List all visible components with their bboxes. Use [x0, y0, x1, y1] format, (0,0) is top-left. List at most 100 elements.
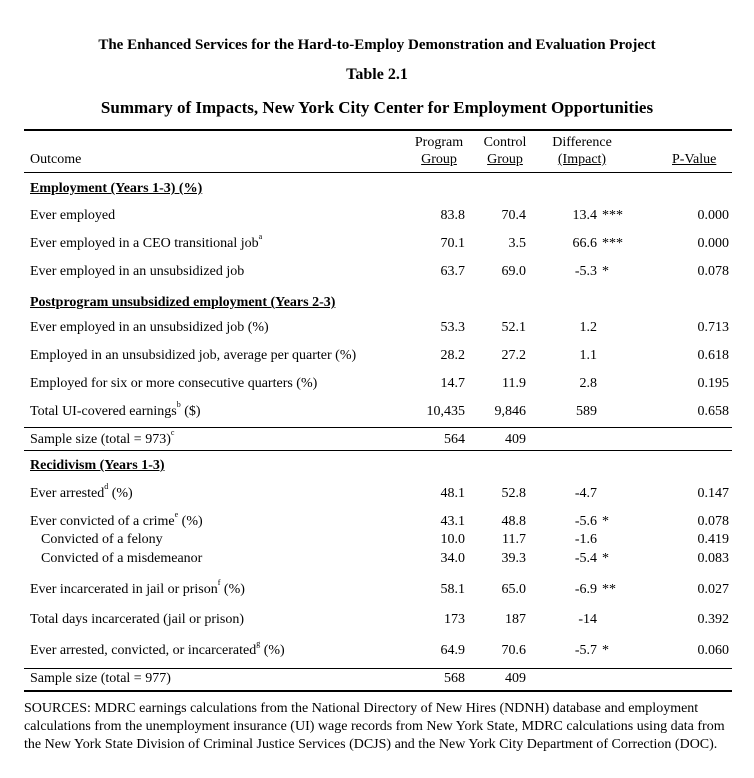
footnote-marker: f [217, 578, 221, 587]
row-label: Ever arrested, convicted, or incarcerate… [30, 639, 285, 658]
program-value: 564 [444, 432, 465, 447]
table-number: Table 2.1 [346, 66, 408, 83]
control-value: 69.0 [501, 264, 527, 279]
difference-value: 1.2 [579, 320, 598, 335]
footnote-marker: e [174, 510, 179, 519]
control-group-header: Control Group [483, 135, 527, 167]
table-title: Summary of Impacts, New York City Center… [100, 98, 654, 117]
control-value: 65.0 [501, 582, 527, 597]
project-title: The Enhanced Services for the Hard-to-Em… [98, 37, 656, 53]
difference-value: -5.3 [574, 264, 597, 279]
p-value: 0.060 [697, 643, 730, 658]
table-row: Ever employed in an unsubsidized job (%)… [0, 317, 754, 339]
significance-stars: *** [602, 236, 623, 251]
table-row: Sample size (total = 973)c 564 409 [0, 428, 754, 451]
control-value: 187 [505, 612, 526, 627]
table-row: Employed for six or more consecutive qua… [0, 373, 754, 395]
row-label: Ever employed in an unsubsidized job (%) [30, 320, 269, 335]
program-value: 70.1 [440, 236, 466, 251]
sample-size-rule-1 [24, 427, 732, 428]
difference-value: 66.6 [572, 236, 598, 251]
difference-value: -14 [578, 612, 597, 627]
p-value: 0.713 [697, 320, 730, 335]
bottom-rule [24, 690, 732, 692]
program-group-header: Program Group [414, 135, 464, 167]
program-value: 14.7 [440, 376, 466, 391]
section-employment: Employment (Years 1-3) (%) [30, 181, 203, 196]
table-row: Ever employed in an unsubsidized job 63.7… [0, 261, 754, 283]
p-value: 0.195 [697, 376, 730, 391]
header-rule [24, 172, 732, 173]
row-label: Total days incarcerated (jail or prison) [30, 612, 244, 627]
control-value: 48.8 [501, 514, 527, 529]
difference-value: 1.1 [579, 348, 598, 363]
program-value: 173 [444, 612, 465, 627]
difference-value: 2.8 [579, 376, 598, 391]
program-value: 48.1 [440, 486, 466, 501]
row-label: Convicted of a felony [41, 532, 163, 547]
difference-value: -4.7 [574, 486, 597, 501]
p-value: 0.392 [697, 612, 730, 627]
program-value: 58.1 [440, 582, 466, 597]
section-recidivism: Recidivism (Years 1-3) [30, 458, 165, 473]
significance-stars: * [602, 264, 609, 279]
control-value: 39.3 [501, 551, 527, 566]
table-row: Total days incarcerated (jail or prison)… [0, 609, 754, 631]
footnote-marker: d [104, 482, 109, 491]
control-value: 3.5 [508, 236, 527, 251]
program-value: 568 [444, 671, 465, 686]
program-value: 63.7 [440, 264, 466, 279]
program-value: 53.3 [440, 320, 466, 335]
significance-stars: * [602, 551, 609, 566]
table-row: Convicted of a misdemeanor 34.0 39.3 -5.4 * 0… [0, 548, 754, 570]
footnote-marker: b [176, 400, 181, 409]
pvalue-header: P-Value [672, 152, 717, 167]
footnote-marker: a [258, 232, 263, 241]
sources-note: SOURCES: MDRC earnings calculations from… [24, 701, 725, 752]
table-row: Convicted of a felony 10.0 11.7 -1.6 0.419 [0, 529, 754, 551]
program-value: 64.9 [440, 643, 466, 658]
row-label: Ever employed in a CEO transitional joba [30, 232, 263, 251]
program-value: 10.0 [440, 532, 466, 547]
control-value: 11.7 [502, 532, 526, 547]
control-value: 409 [505, 432, 526, 447]
significance-stars: ** [602, 582, 616, 597]
program-value: 34.0 [440, 551, 466, 566]
top-rule [24, 129, 732, 131]
difference-value: -5.6 [574, 514, 597, 529]
control-value: 27.2 [501, 348, 527, 363]
sample-size-rule-2 [24, 668, 732, 669]
control-value: 52.1 [501, 320, 527, 335]
row-label: Total UI-covered earningsb ($) [30, 400, 201, 419]
difference-header: Difference (Impact) [552, 135, 612, 167]
control-value: 70.4 [501, 208, 527, 223]
table-row: Sample size (total = 977) 568 409 [0, 668, 754, 690]
table-row: Total UI-covered earningsb ($) 10,435 9,84… [0, 400, 754, 423]
control-value: 11.9 [502, 376, 526, 391]
significance-stars: * [602, 643, 609, 658]
difference-value: -1.6 [574, 532, 597, 547]
difference-value: -5.7 [574, 643, 597, 658]
program-value: 10,435 [426, 404, 466, 419]
outcome-header: Outcome [30, 152, 82, 167]
p-value: 0.078 [697, 264, 730, 279]
row-label: Ever employed [30, 208, 116, 223]
section-postprogram: Postprogram unsubsidized employment (Yea… [30, 295, 336, 310]
control-value: 70.6 [501, 643, 527, 658]
difference-value: -5.4 [574, 551, 597, 566]
table-row: Ever arrestedd (%) 48.1 52.8 -4.7 0.147 [0, 482, 754, 505]
p-value: 0.419 [697, 532, 730, 547]
row-label: Ever employed in an unsubsidized job [30, 264, 245, 279]
table-row: Ever arrested, convicted, or incarcerate… [0, 639, 754, 662]
program-value: 43.1 [440, 514, 466, 529]
sample-size-rule-1b [24, 450, 732, 451]
control-value: 52.8 [501, 486, 527, 501]
difference-value: 13.4 [572, 208, 598, 223]
row-label: Ever convicted of a crimee (%) [30, 510, 203, 529]
difference-value: 589 [576, 404, 597, 419]
p-value: 0.618 [697, 348, 730, 363]
program-value: 83.8 [440, 208, 466, 223]
table-row: Ever employed in a CEO transitional joba… [0, 232, 754, 255]
control-value: 9,846 [494, 404, 527, 419]
